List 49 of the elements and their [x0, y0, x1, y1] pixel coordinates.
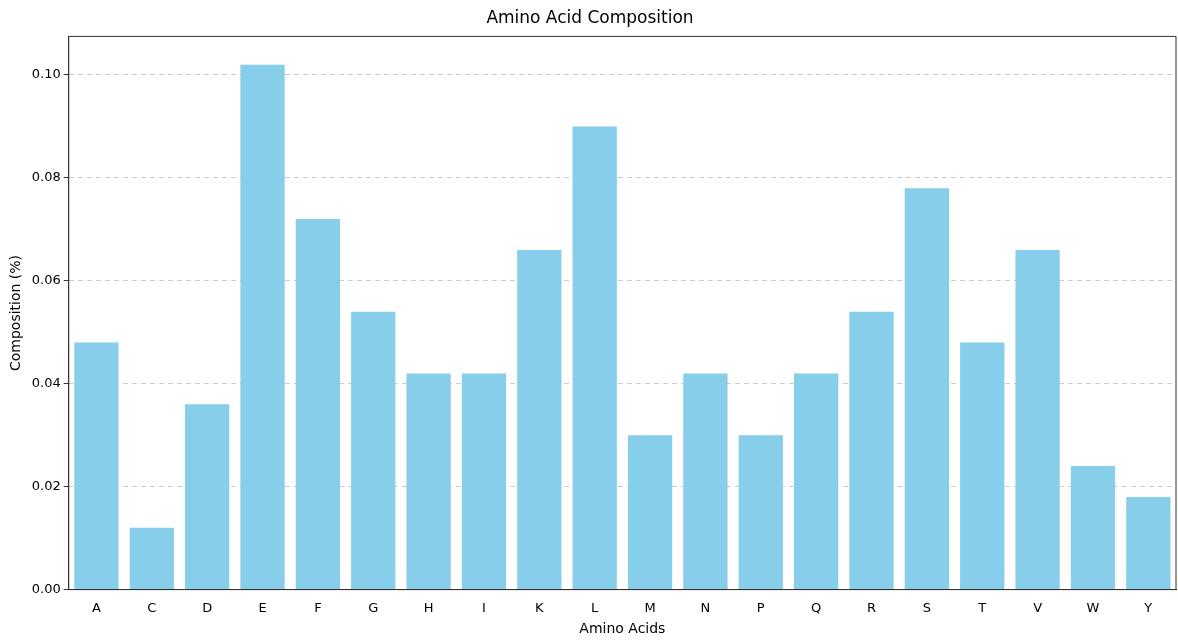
x-tick-label: M — [644, 599, 656, 615]
x-tick-label: A — [91, 599, 101, 615]
x-tick-label: K — [535, 599, 545, 615]
bar — [240, 64, 285, 590]
bar — [74, 342, 119, 590]
chart-title: Amino Acid Composition — [486, 6, 694, 27]
x-tick-label: Y — [1143, 599, 1153, 615]
x-tick-label: H — [423, 599, 434, 615]
bar — [185, 404, 230, 590]
bar — [295, 219, 341, 590]
x-tick-label: S — [922, 599, 931, 615]
x-tick-label: D — [202, 599, 213, 615]
bar — [794, 373, 839, 590]
bar — [517, 249, 562, 590]
bar — [351, 311, 396, 590]
bar — [683, 373, 728, 590]
bar — [738, 435, 783, 590]
y-tick-label: 0.08 — [31, 169, 61, 185]
bar — [1070, 466, 1116, 590]
bar — [1126, 496, 1171, 590]
bar — [572, 126, 617, 590]
bar — [129, 527, 174, 590]
x-tick-label: I — [482, 599, 486, 615]
x-tick-label: L — [591, 599, 600, 615]
bar — [1015, 249, 1060, 590]
bar — [960, 342, 1005, 590]
x-tick-label: Q — [811, 599, 822, 615]
bar — [849, 311, 894, 590]
x-tick-label: N — [700, 599, 711, 615]
y-tick-label: 0.10 — [31, 66, 61, 82]
x-tick-label: C — [147, 599, 157, 615]
y-tick-label: 0.04 — [31, 375, 61, 391]
x-axis-title: Amino Acids — [579, 620, 666, 637]
y-tick-label: 0.02 — [31, 478, 61, 494]
bar — [904, 188, 950, 590]
bar — [627, 435, 673, 590]
x-tick-label: P — [756, 599, 765, 615]
x-tick-label: T — [977, 599, 987, 615]
y-tick-label: 0.06 — [31, 272, 61, 288]
bar — [461, 373, 507, 590]
y-tick-label: 0.00 — [31, 580, 61, 596]
x-tick-label: E — [258, 599, 267, 615]
x-tick-label: W — [1086, 599, 1100, 615]
x-tick-label: V — [1033, 599, 1043, 615]
x-tick-label: G — [368, 599, 379, 615]
x-tick-label: R — [866, 599, 877, 615]
bar — [406, 373, 451, 590]
x-tick-label: F — [314, 599, 322, 615]
y-axis-title: Composition (%) — [7, 254, 24, 372]
